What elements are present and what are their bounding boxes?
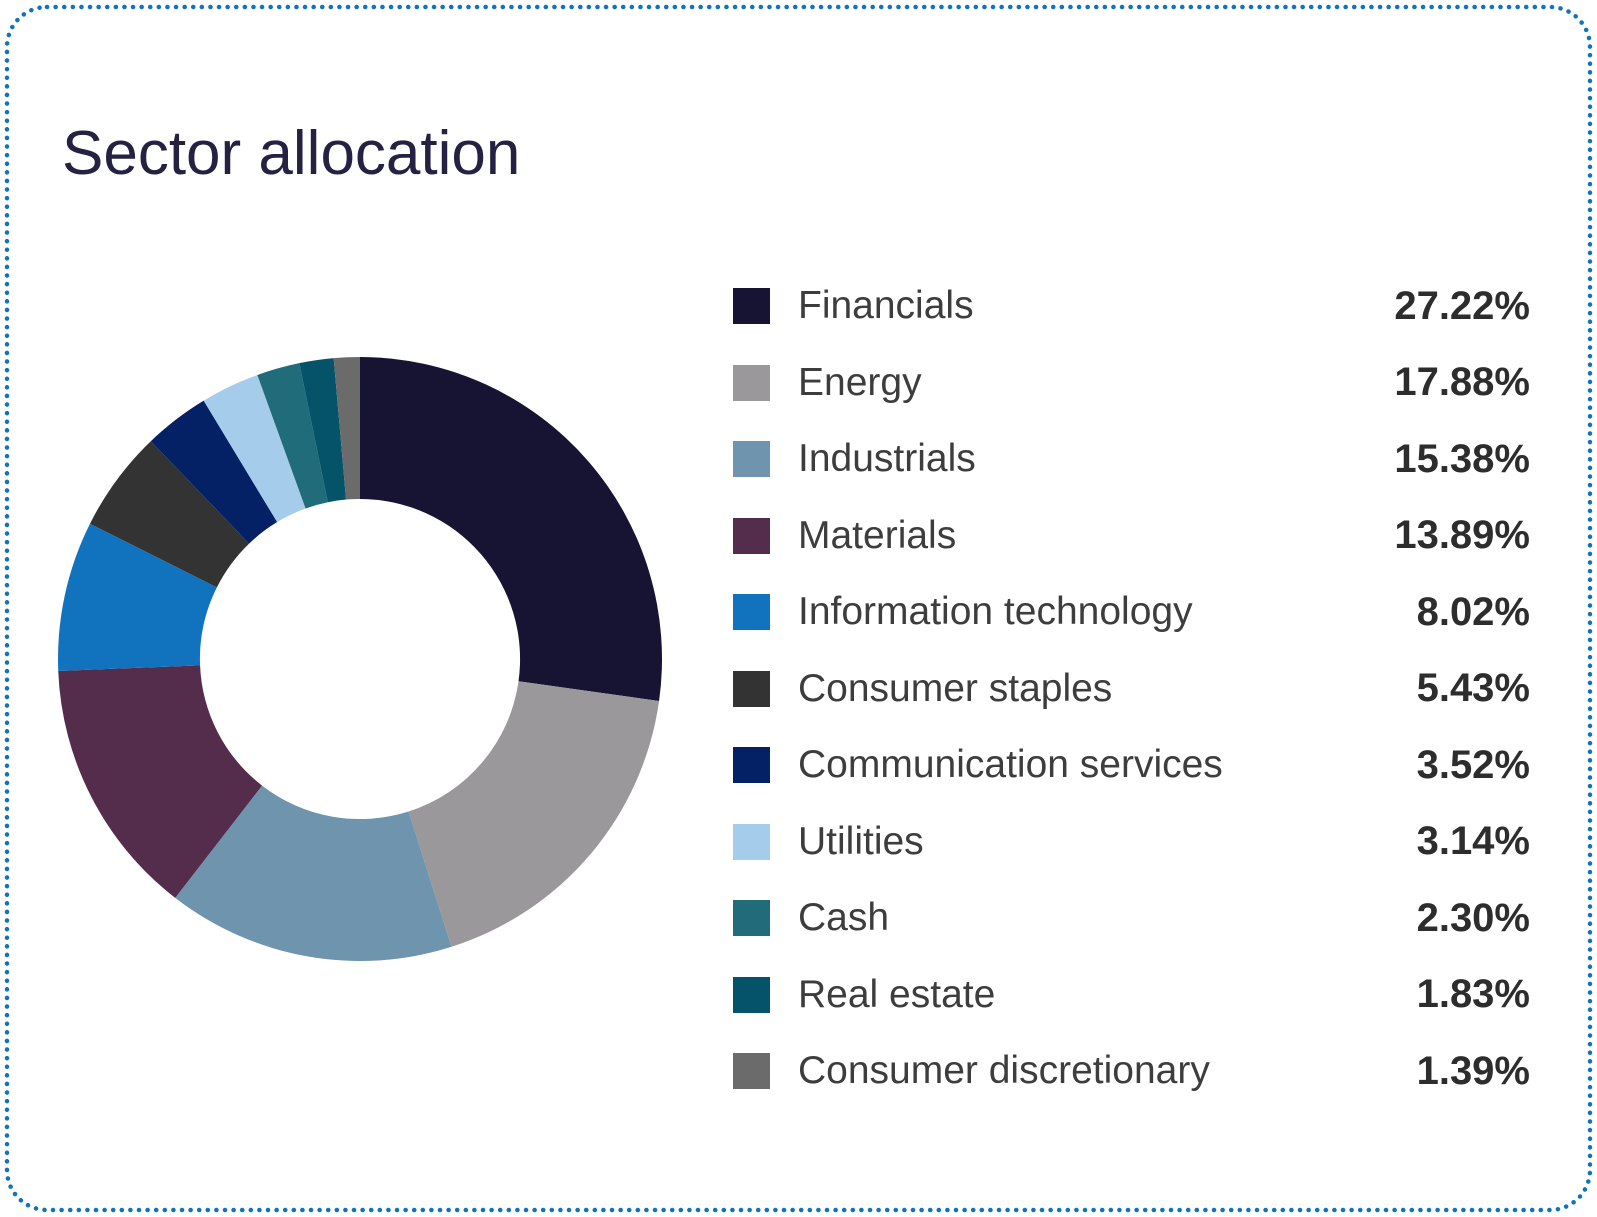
legend-swatch-communication-services: [733, 747, 770, 784]
donut-slice-energy[interactable]: [408, 681, 660, 947]
legend-label: Industrials: [798, 437, 976, 481]
legend-label: Consumer discretionary: [798, 1049, 1210, 1093]
legend-swatch-energy: [733, 364, 770, 401]
donut-slice-utilities[interactable]: [203, 374, 306, 523]
donut-svg: [58, 357, 663, 962]
legend-item-communication-services[interactable]: Communication services 3.52%: [733, 727, 1530, 804]
legend-swatch-industrials: [733, 441, 770, 478]
legend-swatch-real-estate: [733, 976, 770, 1013]
legend-label: Cash: [798, 896, 890, 940]
legend-swatch-information-technology: [733, 594, 770, 631]
legend-item-utilities[interactable]: Utilities 3.14%: [733, 804, 1530, 881]
legend-label: Materials: [798, 513, 957, 557]
legend-swatch-consumer-discretionary: [733, 1053, 770, 1090]
donut-slice-consumer-discretionary[interactable]: [333, 357, 360, 500]
legend-value: 1.83%: [1416, 972, 1530, 1017]
donut-chart: [57, 356, 663, 962]
legend-value: 2.30%: [1416, 895, 1530, 940]
legend-value: 3.52%: [1416, 742, 1530, 787]
legend-label: Energy: [798, 360, 922, 404]
donut-slice-consumer-staples[interactable]: [89, 441, 250, 588]
legend-value: 27.22%: [1394, 283, 1530, 328]
legend-item-consumer-staples[interactable]: Consumer staples 5.43%: [733, 651, 1530, 728]
legend-label: Real estate: [798, 972, 996, 1016]
legend-swatch-utilities: [733, 823, 770, 860]
legend-value: 3.14%: [1416, 819, 1530, 864]
donut-slice-materials[interactable]: [58, 665, 263, 898]
legend-label: Consumer staples: [798, 666, 1113, 710]
legend-item-energy[interactable]: Energy 17.88%: [733, 345, 1530, 422]
legend-value: 5.43%: [1416, 666, 1530, 711]
chart-title: Sector allocation: [62, 119, 521, 188]
legend-label: Utilities: [798, 819, 924, 863]
legend-label: Information technology: [798, 590, 1193, 634]
donut-slice-cash[interactable]: [257, 363, 328, 509]
legend-swatch-financials: [733, 288, 770, 325]
legend-item-industrials[interactable]: Industrials 15.38%: [733, 421, 1530, 498]
legend-item-materials[interactable]: Materials 13.89%: [733, 498, 1530, 575]
legend-swatch-cash: [733, 900, 770, 937]
legend-swatch-materials: [733, 517, 770, 554]
donut-slice-industrials[interactable]: [175, 785, 452, 962]
donut-slice-financials[interactable]: [360, 357, 663, 701]
legend-value: 17.88%: [1394, 360, 1530, 405]
legend-swatch-consumer-staples: [733, 670, 770, 707]
legend-item-information-technology[interactable]: Information technology 8.02%: [733, 574, 1530, 651]
donut-slice-real-estate[interactable]: [299, 358, 347, 503]
legend-label: Financials: [798, 284, 974, 328]
legend-value: 15.38%: [1394, 436, 1530, 481]
legend-value: 13.89%: [1394, 513, 1530, 558]
donut-slice-communication-services[interactable]: [150, 400, 278, 544]
legend: Financials 27.22% Energy 17.88% Industrials 1…: [733, 268, 1530, 1110]
legend-item-consumer-discretionary[interactable]: Consumer discretionary 1.39%: [733, 1033, 1530, 1110]
donut-slice-information-technology[interactable]: [58, 523, 217, 671]
legend-value: 8.02%: [1416, 589, 1530, 634]
legend-value: 1.39%: [1416, 1048, 1530, 1093]
legend-item-real-estate[interactable]: Real estate 1.83%: [733, 957, 1530, 1034]
legend-item-financials[interactable]: Financials 27.22%: [733, 268, 1530, 345]
legend-item-cash[interactable]: Cash 2.30%: [733, 880, 1530, 957]
legend-label: Communication services: [798, 743, 1223, 787]
